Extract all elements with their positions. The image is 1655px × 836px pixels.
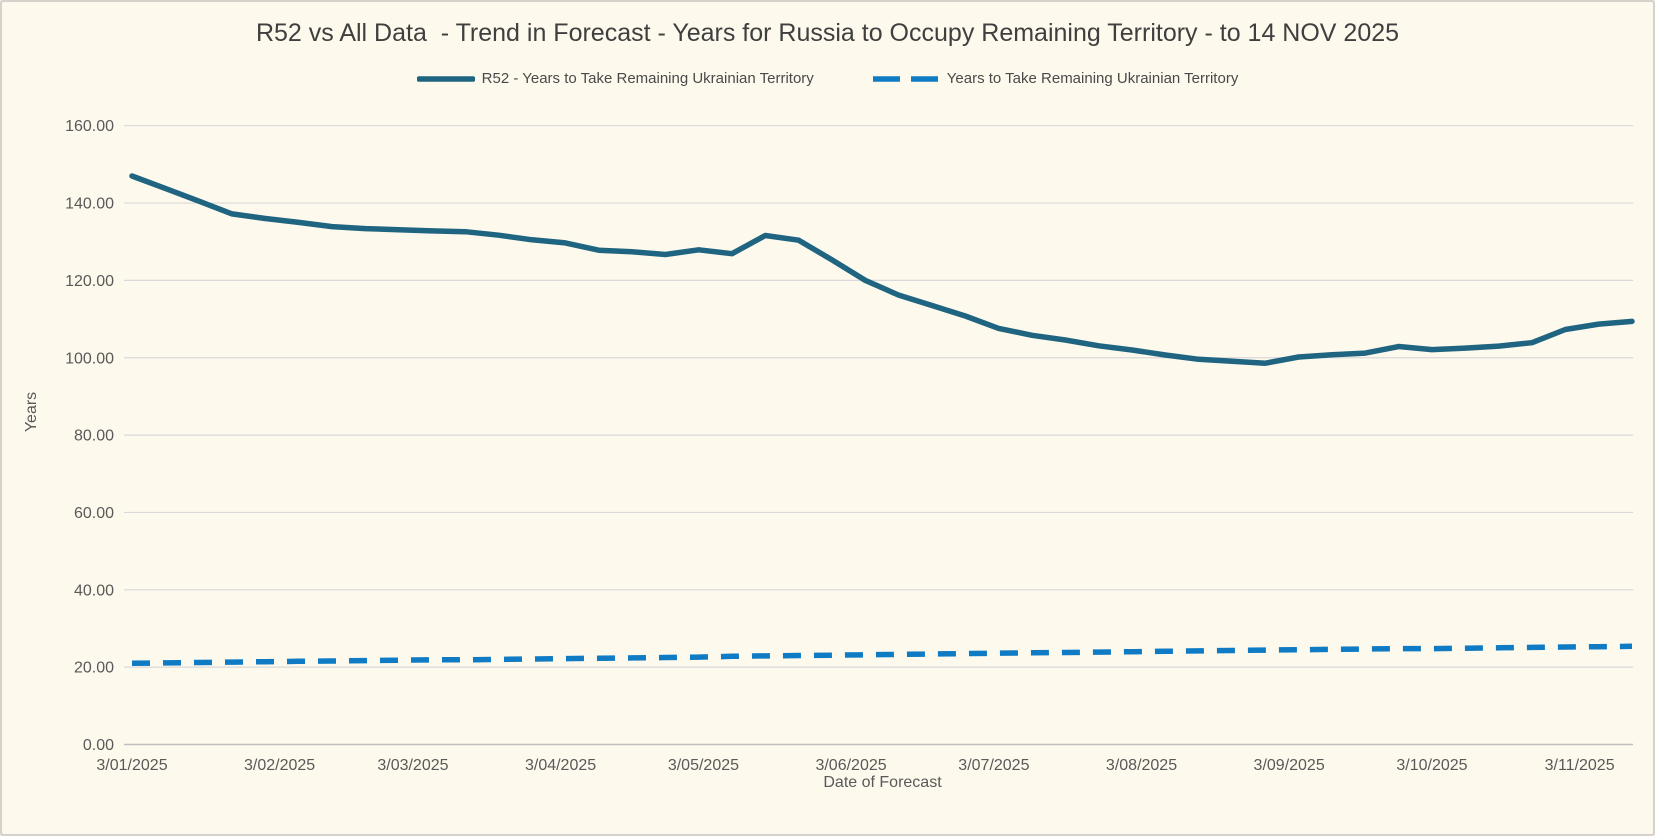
series-line-all-data xyxy=(131,643,1633,667)
y-tick-label: 100.00 xyxy=(65,350,114,367)
legend: R52 - Years to Take Remaining Ukrainian … xyxy=(2,70,1653,87)
legend-item-r52[interactable]: R52 - Years to Take Remaining Ukrainian … xyxy=(416,70,814,87)
y-tick-label: 60.00 xyxy=(74,505,114,522)
legend-swatch-solid-line-icon xyxy=(416,75,475,82)
y-tick-label: 40.00 xyxy=(74,582,114,599)
x-tick-label: 3/01/2025 xyxy=(96,757,167,774)
y-tick-label: 140.00 xyxy=(65,196,114,213)
legend-swatch-dashed-line-icon xyxy=(872,75,939,82)
legend-label-all-data: Years to Take Remaining Ukrainian Territ… xyxy=(946,70,1239,87)
chart-title: R52 vs All Data - Trend in Forecast - Ye… xyxy=(255,19,1400,47)
x-tick-label: 3/05/2025 xyxy=(668,757,739,774)
x-tick-label: 3/09/2025 xyxy=(1254,757,1325,774)
x-tick-label: 3/07/2025 xyxy=(958,757,1029,774)
series-line-r52 xyxy=(129,173,1635,366)
y-tick-label: 20.00 xyxy=(74,660,114,677)
legend-label-r52: R52 - Years to Take Remaining Ukrainian … xyxy=(481,70,814,87)
legend-item-all-data[interactable]: Years to Take Remaining Ukrainian Territ… xyxy=(872,70,1239,87)
x-tick-label: 3/03/2025 xyxy=(377,757,448,774)
x-tick-label: 3/10/2025 xyxy=(1396,757,1467,774)
y-tick-label: 80.00 xyxy=(74,428,114,445)
y-axis-title: Years xyxy=(23,391,40,433)
x-axis-title: Date of Forecast xyxy=(823,774,942,791)
y-tick-label: 0.00 xyxy=(83,737,114,754)
x-tick-label: 3/06/2025 xyxy=(815,757,886,774)
x-tick-label: 3/02/2025 xyxy=(244,757,315,774)
x-tick-label: 3/11/2025 xyxy=(1545,757,1615,774)
y-tick-label: 160.00 xyxy=(65,118,114,135)
x-tick-label: 3/08/2025 xyxy=(1106,757,1177,774)
x-tick-label: 3/04/2025 xyxy=(525,757,596,774)
y-tick-label: 120.00 xyxy=(65,273,114,290)
